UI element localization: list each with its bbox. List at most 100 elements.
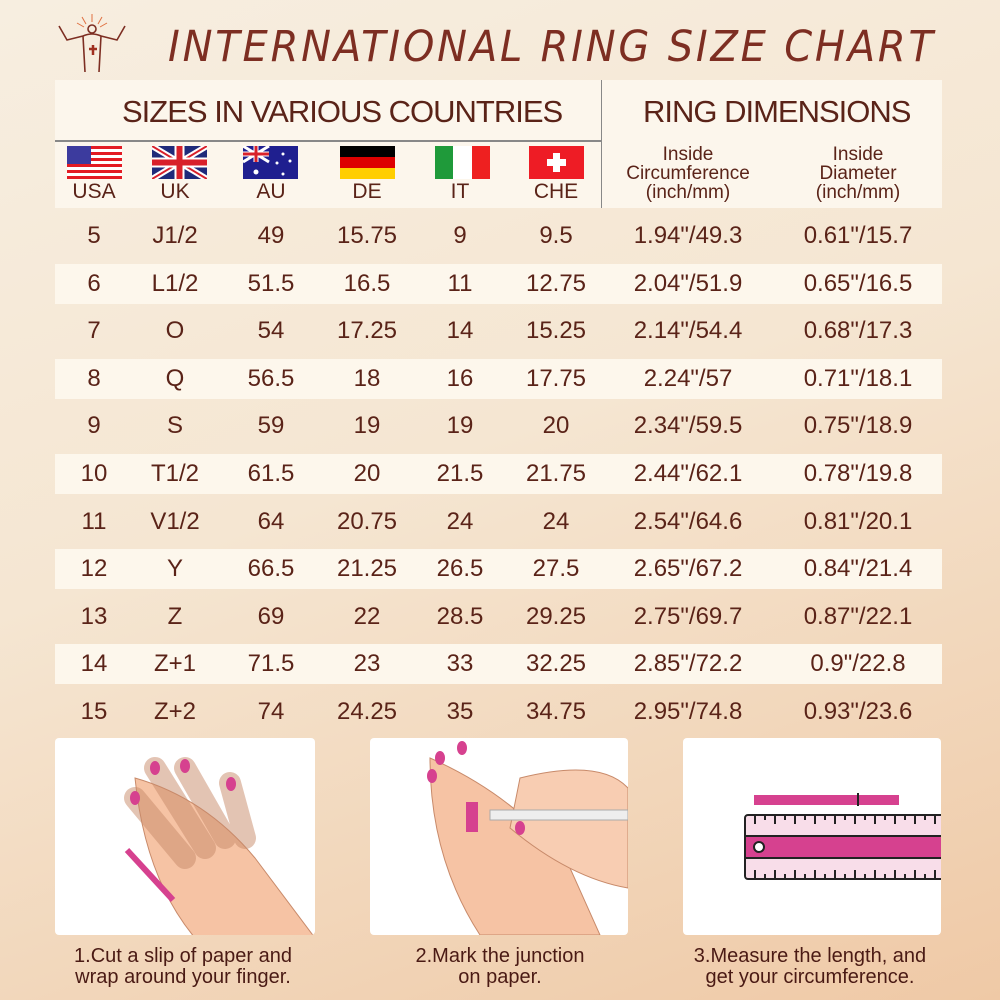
step-2-illustration — [370, 738, 628, 935]
cell-de: 16.5 — [343, 269, 391, 297]
cell-uk: L1/2 — [151, 269, 199, 297]
cell-au: 71.5 — [247, 650, 295, 678]
cell-diameter: 0.81"/20.1 — [803, 507, 913, 535]
cell-diameter: 0.75"/18.9 — [803, 412, 913, 440]
table-row: 11 V1/2 64 20.75 24 24 2.54"/64.6 0.81"/20.1 — [55, 502, 942, 542]
logo-icon — [58, 14, 126, 73]
cell-circumference: 2.85"/72.2 — [633, 650, 743, 678]
cell-uk: Q — [165, 364, 185, 392]
country-it: IT — [450, 180, 470, 203]
cell-diameter: 0.87"/22.1 — [803, 602, 913, 630]
table-row: 12 Y 66.5 21.25 26.5 27.5 2.65"/67.2 0.84"/21.4 — [55, 549, 942, 590]
cell-uk: V1/2 — [150, 507, 200, 535]
cell-de: 21.25 — [336, 555, 398, 583]
cell-che: 9.5 — [539, 222, 573, 249]
caption-line: 3.Measure the length, and — [693, 945, 927, 967]
cell-usa: 15 — [80, 698, 108, 725]
cell-de: 20.75 — [336, 507, 398, 535]
circumference-heading: Inside Circumference (inch/mm) — [603, 145, 773, 202]
cell-uk: Z — [167, 602, 183, 630]
label: Circumference — [626, 163, 750, 184]
table-row: 10 T1/2 61.5 20 21.5 21.75 2.44"/62.1 0.78"/19.… — [55, 454, 942, 494]
cell-che: 17.75 — [525, 364, 587, 392]
cell-che: 34.75 — [525, 698, 587, 725]
cell-circumference: 2.24"/57 — [643, 364, 733, 392]
cell-usa: 12 — [80, 555, 108, 583]
it-flag-icon — [435, 146, 490, 179]
divider — [55, 140, 601, 142]
cell-uk: Z+1 — [153, 650, 197, 678]
che-flag-icon — [529, 146, 584, 179]
cell-de: 17.25 — [336, 317, 398, 345]
cell-uk: Z+2 — [153, 698, 197, 725]
cell-circumference: 2.75"/69.7 — [633, 602, 743, 630]
ruler-icon — [744, 793, 941, 880]
cell-au: 56.5 — [247, 364, 295, 392]
cell-usa: 13 — [80, 602, 108, 630]
cell-circumference: 2.34"/59.5 — [633, 412, 743, 440]
cell-uk: O — [165, 317, 185, 345]
step-2-caption: 2.Mark the junction on paper. — [350, 946, 650, 988]
caption-line: on paper. — [458, 966, 542, 988]
table-header: SIZES IN VARIOUS COUNTRIES RING DIMENSIO… — [55, 80, 942, 208]
cell-circumference: 2.14"/54.4 — [633, 317, 743, 345]
cell-circumference: 2.65"/67.2 — [633, 555, 743, 583]
table-row: 14 Z+1 71.5 23 33 32.25 2.85"/72.2 0.9"/22.8 — [55, 644, 942, 685]
caption-line: get your circumference. — [705, 966, 915, 988]
usa-flag-icon — [67, 146, 122, 179]
cell-it: 21.5 — [436, 460, 484, 487]
cell-circumference: 2.44"/62.1 — [633, 460, 743, 487]
diameter-heading: Inside Diameter (inch/mm) — [773, 145, 943, 202]
cell-usa: 9 — [87, 412, 101, 440]
country-au: AU — [256, 180, 286, 203]
cell-it: 14 — [446, 317, 474, 345]
table-row: 6 L1/2 51.5 16.5 11 12.75 2.04"/51.9 0.65"/16.5 — [55, 263, 942, 304]
cell-uk: Y — [166, 555, 183, 583]
cell-it: 33 — [446, 650, 474, 678]
country-usa: USA — [72, 180, 116, 203]
cell-it: 11 — [447, 269, 473, 297]
country-che: CHE — [533, 180, 579, 203]
cell-it: 19 — [446, 412, 474, 440]
de-flag-icon — [340, 146, 395, 179]
cell-au: 61.5 — [247, 460, 295, 487]
cell-diameter: 0.68"/17.3 — [803, 317, 913, 345]
step-3-illustration — [683, 738, 941, 935]
cell-it: 26.5 — [436, 555, 484, 583]
table-row: 8 Q 56.5 18 16 17.75 2.24"/57 0.71"/18.1 — [55, 358, 942, 399]
cell-usa: 10 — [80, 460, 108, 487]
label: (inch/mm) — [645, 182, 731, 203]
cell-au: 51.5 — [247, 269, 295, 297]
cell-uk: S — [166, 412, 183, 440]
au-flag-icon — [243, 146, 298, 179]
cell-che: 32.25 — [525, 650, 587, 678]
caption-line: 1.Cut a slip of paper and — [74, 945, 292, 967]
cell-au: 54 — [257, 317, 285, 345]
cell-de: 20 — [353, 460, 381, 487]
cell-it: 16 — [446, 364, 474, 392]
uk-flag-icon — [152, 146, 207, 179]
sizes-heading: SIZES IN VARIOUS COUNTRIES — [122, 94, 563, 129]
cell-de: 19 — [353, 412, 381, 440]
cell-au: 59 — [257, 412, 285, 440]
divider — [601, 80, 602, 208]
step-3-caption: 3.Measure the length, and get your circum… — [660, 946, 960, 988]
cell-circumference: 2.54"/64.6 — [633, 507, 743, 535]
cell-de: 24.25 — [336, 698, 398, 725]
cell-uk: T1/2 — [150, 460, 200, 487]
cell-uk: J1/2 — [152, 222, 198, 249]
cell-che: 21.75 — [525, 460, 587, 487]
label: Diameter — [819, 163, 897, 184]
cell-au: 49 — [257, 222, 285, 249]
cell-diameter: 0.71"/18.1 — [803, 364, 913, 392]
caption-line: wrap around your finger. — [75, 966, 291, 988]
caption-line: 2.Mark the junction — [415, 945, 585, 967]
cell-au: 74 — [257, 698, 285, 725]
cell-au: 69 — [257, 602, 285, 630]
cell-diameter: 0.61"/15.7 — [803, 222, 913, 249]
cell-au: 64 — [257, 507, 285, 535]
table-row: 7 O 54 17.25 14 15.25 2.14"/54.4 0.68"/17.3 — [55, 311, 942, 351]
table-row: 5 J1/2 49 15.75 9 9.5 1.94"/49.3 0.61"/15.7 — [55, 216, 942, 256]
cell-circumference: 2.95"/74.8 — [633, 698, 743, 725]
cell-che: 12.75 — [525, 269, 587, 297]
